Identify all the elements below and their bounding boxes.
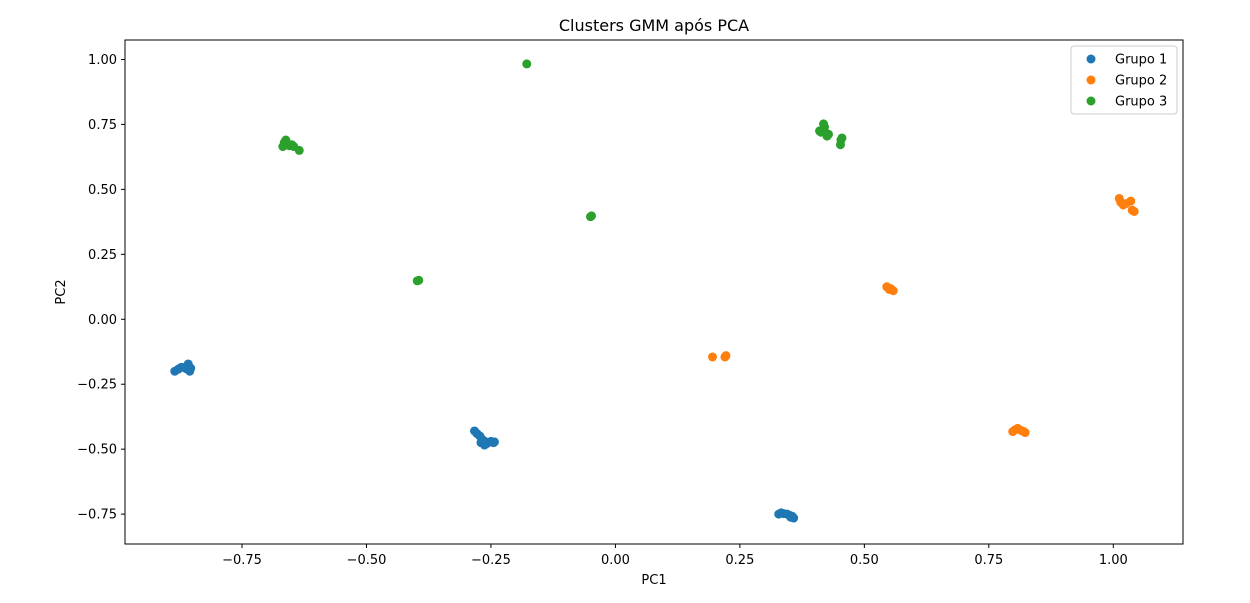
scatter-point-grupo-2 <box>721 351 731 361</box>
x-tick-label: −0.25 <box>471 553 511 568</box>
legend-box <box>1070 45 1178 115</box>
x-tick-label: −0.75 <box>222 553 262 568</box>
scatter-point-grupo-3 <box>294 145 304 155</box>
x-tick-label: 0.75 <box>974 553 1003 568</box>
legend-marker-grupo-1 <box>1086 54 1096 64</box>
chart-title: Clusters GMM após PCA <box>559 16 749 35</box>
y-axis-label: PC2 <box>54 279 69 304</box>
scatter-point-grupo-3 <box>836 135 846 145</box>
scatter-point-grupo-2 <box>886 284 896 294</box>
legend-marker-grupo-3 <box>1086 96 1096 106</box>
scatter-point-grupo-2 <box>1020 428 1030 438</box>
y-tick-label: −0.75 <box>77 508 117 523</box>
y-axis: −0.75 −0.50 −0.25 0.00 0.25 0.50 0.75 1.00 <box>77 53 125 523</box>
scatter-point-grupo-1 <box>489 437 499 447</box>
x-axis-label: PC1 <box>641 573 666 588</box>
points-layer <box>170 59 1139 523</box>
y-tick-label: −0.25 <box>77 378 117 393</box>
scatter-point-grupo-3 <box>587 211 597 221</box>
legend-label-grupo-3: Grupo 3 <box>1115 95 1167 110</box>
scatter-point-grupo-3 <box>824 129 834 139</box>
y-tick-label: −0.50 <box>77 443 117 458</box>
y-tick-label: 0.00 <box>88 313 117 328</box>
scatter-point-grupo-3 <box>414 275 424 285</box>
scatter-point-grupo-2 <box>708 352 718 362</box>
y-tick-label: 0.50 <box>88 183 117 198</box>
x-tick-label: 0.00 <box>601 553 630 568</box>
y-tick-label: 0.75 <box>88 118 117 133</box>
scatter-point-grupo-3 <box>522 59 532 69</box>
x-tick-label: −0.50 <box>347 553 387 568</box>
scatter-point-grupo-1 <box>786 512 796 522</box>
legend-marker-grupo-2 <box>1086 75 1096 85</box>
y-tick-label: 0.25 <box>88 248 117 263</box>
axes-frame <box>124 39 1184 545</box>
legend-label-grupo-1: Grupo 1 <box>1115 53 1167 68</box>
scatter-point-grupo-2 <box>1126 196 1136 206</box>
x-tick-label: 1.00 <box>1099 553 1128 568</box>
scatter-point-grupo-2 <box>1129 206 1139 216</box>
y-tick-label: 1.00 <box>88 53 117 68</box>
legend-label-grupo-2: Grupo 2 <box>1115 74 1167 89</box>
x-axis: −0.75 −0.50 −0.25 0.00 0.25 0.50 0.75 1.00 <box>222 544 1128 568</box>
scatter-point-grupo-1 <box>179 362 189 372</box>
x-tick-label: 0.25 <box>725 553 754 568</box>
x-tick-label: 0.50 <box>850 553 879 568</box>
legend: Grupo 1 Grupo 2 Grupo 3 <box>1070 45 1178 115</box>
